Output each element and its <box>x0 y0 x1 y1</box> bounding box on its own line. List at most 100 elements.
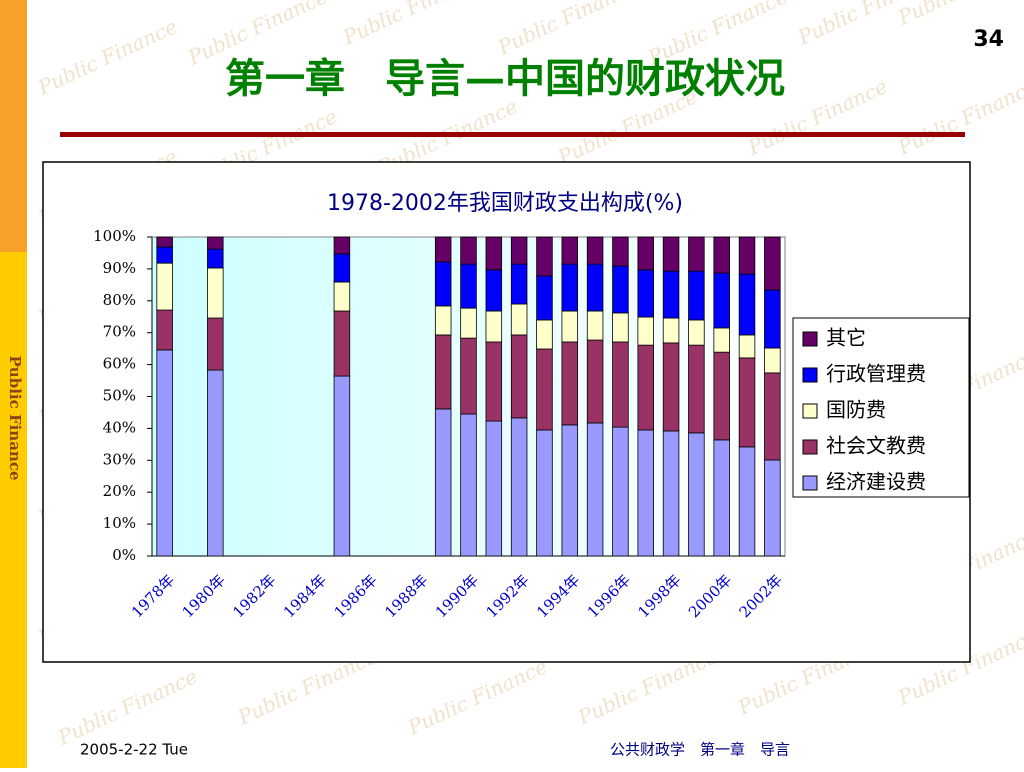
bar-segment <box>713 351 730 441</box>
chart-title: 1978-2002年我国财政支出构成(%) <box>327 191 683 216</box>
bar-segment <box>485 420 503 557</box>
bar-segment <box>510 417 528 557</box>
bar-segment <box>207 248 224 269</box>
bar-segment <box>688 270 705 321</box>
bar-segment <box>536 429 553 557</box>
bar-segment <box>586 339 604 424</box>
bar-segment <box>561 263 579 312</box>
bar-segment <box>536 319 553 350</box>
bar-segment <box>333 281 351 312</box>
bar-segment <box>738 446 756 557</box>
bar-segment <box>510 263 528 305</box>
legend-label: 国防费 <box>826 398 886 422</box>
page-number: 34 <box>973 27 1004 52</box>
bar-segment <box>586 236 604 265</box>
y-tick-label: 30% <box>103 450 136 468</box>
bar-segment <box>738 357 756 448</box>
legend-swatch <box>802 367 818 383</box>
bar-segment <box>764 236 781 291</box>
bar-segment <box>536 275 553 321</box>
legend-box <box>792 317 970 498</box>
y-tick-label: 0% <box>112 546 136 564</box>
bar-segment <box>434 305 452 336</box>
y-tick-label: 100% <box>93 227 136 245</box>
bar-segment <box>460 337 477 415</box>
legend-swatch <box>802 331 818 347</box>
bar-segment <box>460 413 477 557</box>
bar-segment <box>637 429 654 557</box>
bar-segment <box>764 347 781 374</box>
bar-segment <box>688 344 705 434</box>
bar-segment <box>637 316 654 346</box>
bar-segment <box>510 236 528 265</box>
y-tick-label: 60% <box>103 355 136 373</box>
bar-segment <box>662 236 680 272</box>
bar-segment <box>460 307 477 339</box>
y-tick-label: 80% <box>103 291 136 309</box>
bar-segment <box>536 236 553 277</box>
bar-segment <box>156 309 173 351</box>
legend-label: 行政管理费 <box>826 362 926 386</box>
y-tick-label: 50% <box>103 387 136 405</box>
legend-swatch <box>802 403 818 419</box>
bar-segment <box>713 327 730 353</box>
bar-segment <box>333 375 351 557</box>
bar-segment <box>485 269 503 312</box>
bar-segment <box>561 236 579 265</box>
bar-segment <box>688 319 705 346</box>
title-rule <box>60 132 965 137</box>
bar-segment <box>688 236 705 272</box>
bar-segment <box>510 303 528 336</box>
legend-swatch <box>802 439 818 455</box>
bar-segment <box>207 369 224 557</box>
bar-segment <box>536 348 553 431</box>
bar-segment <box>612 341 629 428</box>
bar-segment <box>561 424 579 557</box>
bar-segment <box>434 334 452 410</box>
bar-segment <box>156 246 173 264</box>
legend-swatch <box>802 475 818 491</box>
bar-segment <box>612 236 629 267</box>
bar-segment <box>434 261 452 307</box>
bar-segment <box>688 432 705 557</box>
bar-segment <box>738 236 756 275</box>
bar-segment <box>612 265 629 314</box>
bar-segment <box>637 236 654 271</box>
bar-segment <box>662 317 680 344</box>
bar-segment <box>485 341 503 422</box>
bar-segment <box>764 289 781 349</box>
legend-label: 经济建设费 <box>826 470 926 494</box>
bar-segment <box>612 312 629 343</box>
y-tick-label: 90% <box>103 259 136 277</box>
bar-segment <box>586 422 604 557</box>
bar-segment <box>738 334 756 359</box>
footer-course: 公共财政学 第一章 导言 <box>610 741 790 759</box>
bar-segment <box>333 310 351 377</box>
bar-segment <box>637 344 654 431</box>
bar-segment <box>434 236 452 263</box>
bar-segment <box>460 263 477 309</box>
bar-segment <box>764 459 781 557</box>
side-bar-bottom <box>0 252 27 768</box>
bar-segment <box>434 408 452 557</box>
bar-segment <box>738 273 756 336</box>
bar-segment <box>713 439 730 557</box>
bar-segment <box>637 269 654 318</box>
bar-segment <box>207 236 224 250</box>
slide-title: 第一章 导言—中国的财政状况 <box>225 55 785 102</box>
legend-label: 社会文教费 <box>826 434 926 458</box>
y-tick-label: 10% <box>103 514 136 532</box>
bar-segment <box>156 262 173 311</box>
bar-segment <box>662 270 680 319</box>
bar-segment <box>586 263 604 312</box>
bar-segment <box>662 342 680 432</box>
bar-segment <box>156 236 173 248</box>
y-tick-label: 20% <box>103 482 136 500</box>
bar-segment <box>764 372 781 461</box>
bar-segment <box>333 236 351 255</box>
legend-label: 其它 <box>826 326 866 350</box>
y-tick-label: 40% <box>103 418 136 436</box>
bar-segment <box>207 317 224 371</box>
